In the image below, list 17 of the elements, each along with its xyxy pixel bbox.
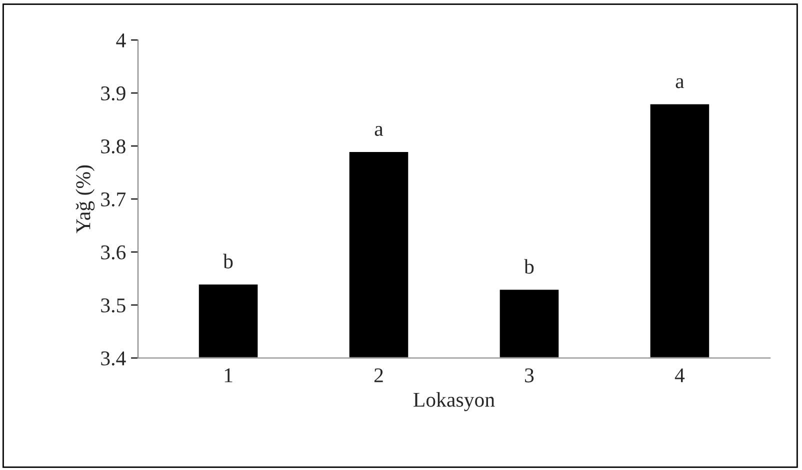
y-tick-label: 3.6: [101, 245, 126, 260]
x-tick-label: 1: [224, 368, 232, 382]
annotation: b: [524, 259, 534, 274]
y-tick-label: 4: [116, 34, 126, 48]
x-axis-title: Lokasyon: [414, 392, 495, 412]
annotation: a: [374, 126, 384, 136]
y-tick-label: 3.9: [101, 86, 126, 101]
y-tick-label: 3.8: [101, 139, 126, 154]
x-tick-label: 2: [374, 368, 383, 382]
y-tick-label: 3.5: [101, 298, 126, 313]
y-tick-label: 3.4: [101, 351, 126, 366]
x-tick-label: 4: [674, 368, 685, 382]
x-tick-label: 3: [525, 368, 534, 382]
y-axis-title: Yağ (%): [76, 165, 95, 234]
y-tick-label: 3.7: [101, 192, 126, 207]
annotation: a: [676, 78, 684, 88]
annotation: b: [223, 254, 233, 268]
